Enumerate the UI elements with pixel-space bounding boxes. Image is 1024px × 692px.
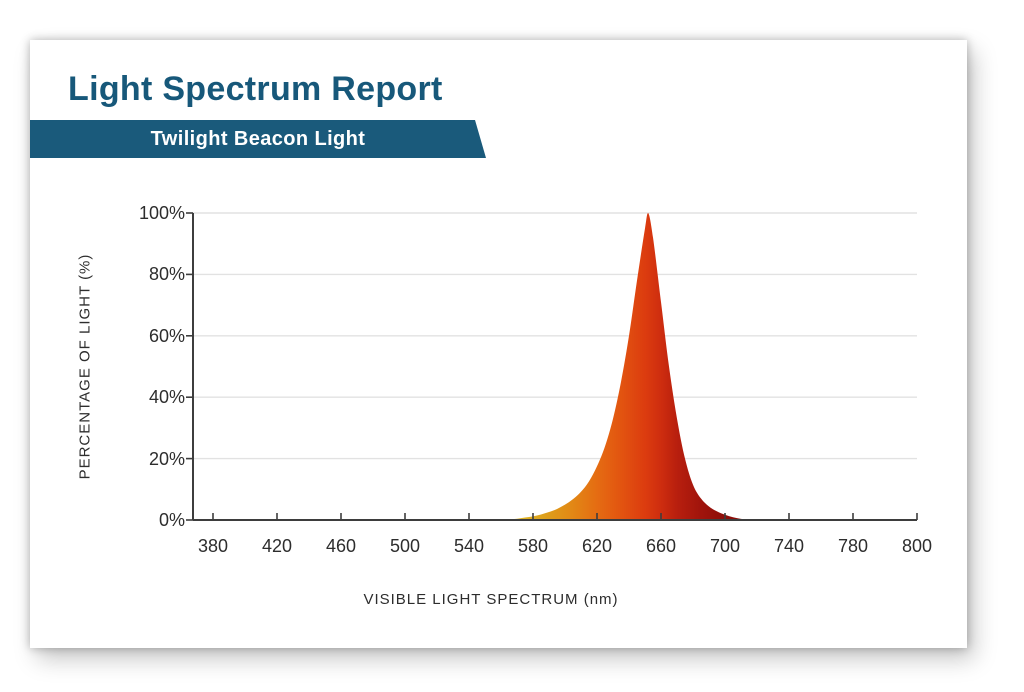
x-tick-label: 700 <box>709 536 741 556</box>
x-tick-label: 500 <box>389 536 421 556</box>
subtitle-banner: Twilight Beacon Light <box>30 120 486 158</box>
y-tick-label: 100% <box>138 203 185 223</box>
x-tick-label: 380 <box>197 536 229 556</box>
y-tick-label: 20% <box>148 448 185 469</box>
banner-label: Twilight Beacon Light <box>150 127 366 150</box>
x-tick-label: 780 <box>837 536 869 556</box>
spectrum-curve <box>501 213 749 520</box>
x-tick-label: 660 <box>645 536 677 556</box>
x-axis-title: VISIBLE LIGHT SPECTRUM (nm) <box>363 591 619 608</box>
x-tick-label: 580 <box>517 536 549 556</box>
y-tick-label: 0% <box>158 510 185 530</box>
x-tick-label: 800 <box>901 536 933 556</box>
y-tick-label: 60% <box>148 325 185 346</box>
y-tick-label: 40% <box>148 387 185 408</box>
x-tick-label: 740 <box>773 536 805 556</box>
page-title: Light Spectrum Report <box>68 70 443 108</box>
y-tick-label: 80% <box>148 264 185 285</box>
plot-area <box>186 212 918 521</box>
x-tick-label: 540 <box>453 536 485 556</box>
x-tick-label: 620 <box>581 536 613 556</box>
y-axis-title: PERCENTAGE OF LIGHT (%) <box>76 253 94 480</box>
x-tick-label: 460 <box>325 536 357 556</box>
x-tick-label: 420 <box>261 536 293 556</box>
report-card: Light Spectrum Report Twilight Beacon Li… <box>30 40 967 648</box>
